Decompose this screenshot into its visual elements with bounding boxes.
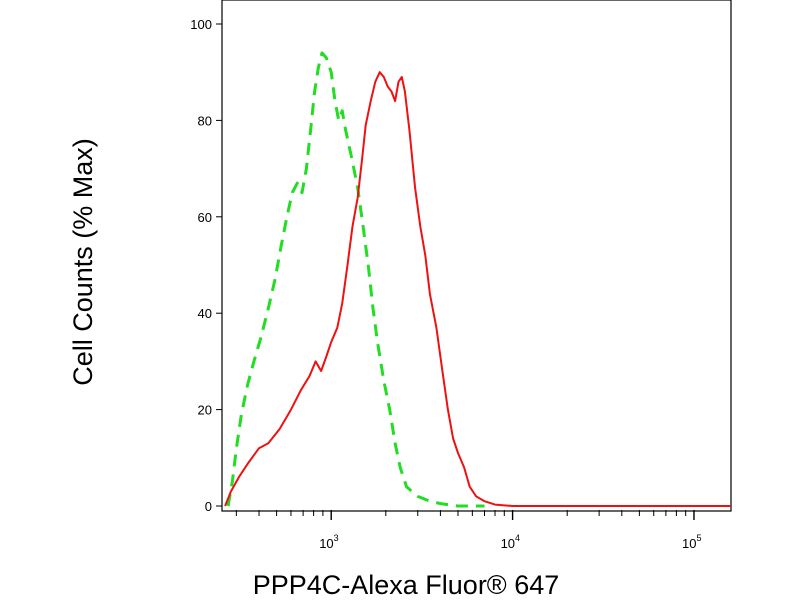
y-tick-label: 20 <box>198 403 212 418</box>
x-tick-label: 105 <box>682 533 701 551</box>
y-axis-ticks: 0 20 40 60 80 100 <box>190 17 222 514</box>
x-tick-exponent: 5 <box>696 533 701 543</box>
x-tick-exponent: 3 <box>334 533 339 543</box>
x-axis-ticks: 103 104 105 <box>235 510 701 551</box>
x-tick-label: 103 <box>319 533 338 551</box>
x-tick-label: 104 <box>501 533 520 551</box>
x-tick-exponent: 4 <box>515 533 520 543</box>
y-tick-label: 100 <box>190 17 212 32</box>
x-axis-title: PPP4C-Alexa Fluor® 647 <box>253 570 560 600</box>
plot-frame <box>221 0 732 512</box>
y-tick-label: 80 <box>198 113 212 128</box>
series-dashed-line <box>226 51 485 508</box>
y-tick-label: 60 <box>198 210 212 225</box>
x-tick-base: 10 <box>501 536 515 551</box>
series-solid-line <box>224 71 731 507</box>
x-tick-base: 10 <box>682 536 696 551</box>
x-tick-base: 10 <box>319 536 333 551</box>
y-axis-title: Cell Counts (% Max) <box>68 138 98 386</box>
y-tick-label: 40 <box>198 306 212 321</box>
series-layer <box>224 51 731 508</box>
y-tick-label: 0 <box>205 499 212 514</box>
